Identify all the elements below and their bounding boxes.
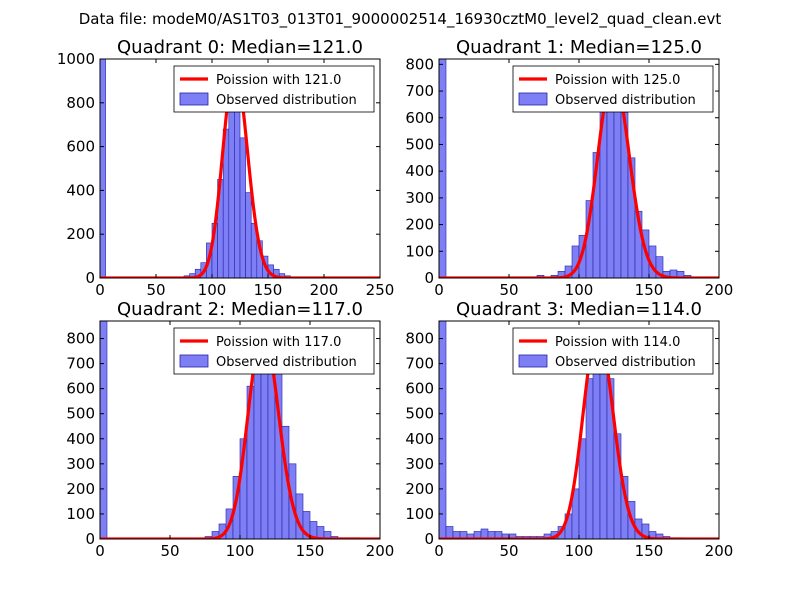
y-tick-label: 0 [424,530,434,548]
legend: Poission with 114.0 Observed distribution [512,327,714,375]
plot-title: Quadrant 1: Median=125.0 [456,37,702,58]
y-tick-label: 800 [66,330,95,348]
legend-hist-label: Observed distribution [216,93,357,108]
plot-title: Quadrant 0: Median=121.0 [117,37,363,58]
x-tick-label: 50 [160,542,179,560]
subplot-quadrant-2: Quadrant 2: Median=117.0 0 50 100 150 200 0 100… [66,299,394,560]
y-tick-label: 800 [405,55,434,73]
x-tick-label: 100 [198,281,227,299]
y-tick-label: 700 [405,355,434,373]
y-tick-label: 300 [405,189,434,207]
x-tick-label: 150 [635,281,664,299]
legend-curve-label: Poission with 117.0 [216,335,341,350]
x-tick-label: 150 [635,542,664,560]
legend-curve-label: Poission with 121.0 [216,73,341,88]
histogram-bars [100,59,302,278]
legend-hist-label: Observed distribution [216,355,357,370]
legend-curve-label: Poission with 125.0 [555,73,680,88]
suptitle: Data file: modeM0/AS1T03_013T01_90000025… [79,10,722,29]
histogram-bar [655,256,664,278]
histogram-bar [245,192,252,278]
y-tick-label: 200 [405,480,434,498]
y-tick-label: 100 [66,505,95,523]
y-tick-label: 200 [66,225,95,243]
histogram-bar [439,321,447,539]
y-tick-label: 600 [405,109,434,127]
legend-hist-swatch [518,92,548,106]
y-tick-label: 700 [66,355,95,373]
histogram-bar [439,59,447,278]
legend-hist-swatch [179,354,209,368]
subplot-quadrant-3: Quadrant 3: Median=114.0 0 50 100 150 200 0 100… [405,299,733,560]
y-tick-label: 1000 [57,50,95,68]
legend: Poission with 117.0 Observed distribution [173,327,375,375]
y-tick-label: 400 [66,430,95,448]
y-tick-label: 300 [405,455,434,473]
histogram-bar [445,526,454,539]
histogram-bar [100,59,106,278]
histogram-bar [585,378,594,539]
plot-title: Quadrant 2: Median=117.0 [117,299,363,320]
plot-title: Quadrant 3: Median=114.0 [456,299,702,320]
histogram-bar [228,106,235,278]
y-tick-label: 400 [66,181,95,199]
x-tick-label: 250 [366,281,395,299]
subplot-quadrant-0: Quadrant 0: Median=121.0 0 50 100 150 200 250 0… [57,37,395,299]
x-tick-label: 200 [705,281,734,299]
legend-hist-label: Observed distribution [555,355,696,370]
x-tick-label: 200 [366,542,395,560]
y-tick-label: 800 [66,94,95,112]
legend: Poission with 125.0 Observed distribution [512,65,714,113]
y-tick-label: 300 [66,455,95,473]
subplot-quadrant-1: Quadrant 1: Median=125.0 0 50 100 150 200 0 100… [405,37,733,299]
subplot-grid: Quadrant 0: Median=121.0 0 50 100 150 200 250 0… [57,37,734,560]
legend-hist-swatch [518,354,548,368]
y-tick-label: 600 [66,380,95,398]
histogram-bar [323,531,332,539]
y-tick-label: 0 [424,269,434,287]
y-tick-label: 0 [85,269,95,287]
histogram-bar [234,111,241,278]
y-tick-label: 700 [405,82,434,100]
y-tick-label: 400 [405,430,434,448]
axes-frame [99,58,381,279]
y-tick-label: 500 [405,135,434,153]
x-tick-label: 200 [705,542,734,560]
y-tick-label: 400 [405,162,434,180]
y-tick-label: 100 [405,505,434,523]
y-tick-label: 800 [405,330,434,348]
y-tick-label: 200 [66,480,95,498]
x-tick-label: 100 [565,542,594,560]
x-tick-label: 0 [434,542,444,560]
y-tick-label: 100 [405,242,434,260]
x-tick-label: 100 [226,542,255,560]
x-tick-label: 100 [565,281,594,299]
histogram-bar [676,271,685,278]
x-tick-label: 50 [499,281,518,299]
x-tick-label: 0 [434,281,444,299]
x-tick-label: 50 [146,281,165,299]
x-tick-label: 150 [296,542,325,560]
x-tick-label: 0 [95,542,105,560]
histogram-bar [239,137,246,278]
y-tick-label: 200 [405,216,434,234]
legend-box [173,65,375,113]
legend-curve-label: Poission with 114.0 [555,335,680,350]
y-tick-label: 500 [405,405,434,423]
histogram-bar [578,438,587,539]
histogram-bar [253,348,262,539]
x-tick-label: 0 [95,281,105,299]
legend: Poission with 121.0 Observed distribution [173,65,375,113]
histogram-bar [100,321,108,539]
y-tick-label: 0 [85,530,95,548]
y-tick-label: 600 [66,138,95,156]
y-tick-label: 500 [66,405,95,423]
x-tick-label: 50 [499,542,518,560]
x-tick-label: 200 [310,281,339,299]
x-tick-label: 150 [254,281,283,299]
legend-hist-swatch [179,92,209,106]
y-tick-label: 600 [405,380,434,398]
legend-hist-label: Observed distribution [555,93,696,108]
